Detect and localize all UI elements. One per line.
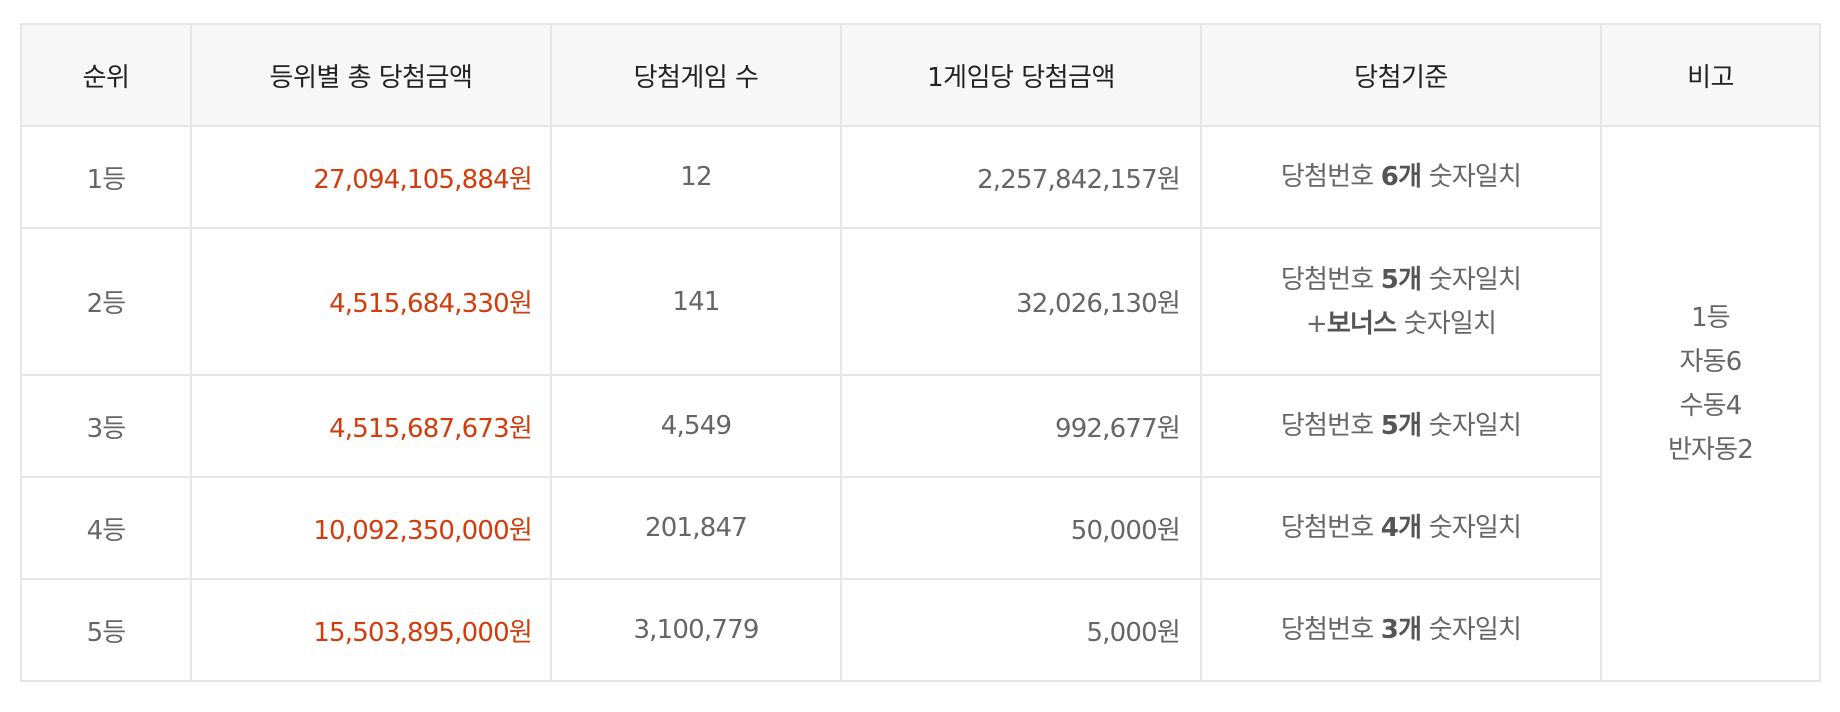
criteria-count: 5개 (1380, 411, 1422, 441)
table-row: 5등 15,503,895,000원 3,100,779 5,000원 당첨번호… (20, 578, 1820, 682)
per-game-amount-cell: 32,026,130원 (840, 227, 1202, 376)
table-body: 1등 27,094,105,884원 12 2,257,842,157원 당첨번… (20, 125, 1821, 682)
criteria-text: + (1305, 308, 1328, 339)
total-amount-cell: 4,515,684,330원 (190, 227, 552, 376)
criteria-bonus-line: +보너스 숫자일치 (1202, 302, 1600, 346)
criteria-text: 숫자일치 (1396, 308, 1497, 339)
criteria-text: 당첨번호 (1280, 162, 1381, 192)
criteria-bonus: 보너스 (1326, 308, 1397, 339)
table-row: 2등 4,515,684,330원 141 32,026,130원 당첨번호 5… (20, 227, 1820, 376)
prize-table: 순위 등위별 총 당첨금액 당첨게임 수 1게임당 당첨금액 당첨기준 비고 1… (20, 23, 1821, 682)
criteria-text: 당첨번호 (1280, 513, 1381, 543)
table-row: 3등 4,515,687,673원 4,549 992,677원 당첨번호 5개… (20, 374, 1820, 478)
rank-cell: 5등 (20, 578, 192, 682)
criteria-text: 숫자일치 (1421, 162, 1522, 192)
per-game-amount-cell: 992,677원 (840, 374, 1202, 478)
remark-cell: 1등 자동6 수동4 반자동2 (1600, 125, 1821, 682)
header-criteria: 당첨기준 (1200, 23, 1602, 127)
remark-line: 수동4 (1679, 390, 1743, 421)
criteria-count: 3개 (1380, 615, 1422, 645)
total-amount-cell: 15,503,895,000원 (190, 578, 552, 682)
table-header: 순위 등위별 총 당첨금액 당첨게임 수 1게임당 당첨금액 당첨기준 비고 (20, 23, 1821, 127)
criteria-text: 당첨번호 (1280, 411, 1381, 441)
per-game-amount-cell: 2,257,842,157원 (840, 125, 1202, 229)
rank-cell: 1등 (20, 125, 192, 229)
header-total-amount: 등위별 총 당첨금액 (190, 23, 552, 127)
remark-line: 1등 (1691, 302, 1731, 333)
remark-line: 반자동2 (1667, 434, 1754, 465)
criteria-cell: 당첨번호 5개 숫자일치 (1200, 374, 1602, 478)
winning-games-cell: 12 (550, 125, 842, 229)
criteria-cell: 당첨번호 6개 숫자일치 (1200, 125, 1602, 229)
header-per-game-amount: 1게임당 당첨금액 (840, 23, 1202, 127)
criteria-line: 당첨번호 5개 숫자일치 (1202, 258, 1600, 302)
winning-games-cell: 3,100,779 (550, 578, 842, 682)
header-row: 순위 등위별 총 당첨금액 당첨게임 수 1게임당 당첨금액 당첨기준 비고 (20, 23, 1821, 127)
total-amount-cell: 10,092,350,000원 (190, 476, 552, 580)
criteria-text: 당첨번호 (1280, 615, 1381, 645)
table-row: 1등 27,094,105,884원 12 2,257,842,157원 당첨번… (20, 125, 1821, 682)
total-amount-cell: 27,094,105,884원 (190, 125, 552, 229)
criteria-cell: 당첨번호 3개 숫자일치 (1200, 578, 1602, 682)
criteria-text: 숫자일치 (1421, 411, 1522, 441)
rank-cell: 2등 (20, 227, 192, 376)
total-amount-cell: 4,515,687,673원 (190, 374, 552, 478)
rank-cell: 4등 (20, 476, 192, 580)
criteria-cell: 당첨번호 5개 숫자일치 +보너스 숫자일치 (1200, 227, 1602, 376)
winning-games-cell: 4,549 (550, 374, 842, 478)
header-rank: 순위 (20, 23, 192, 127)
criteria-text: 당첨번호 (1280, 264, 1381, 295)
table-row: 4등 10,092,350,000원 201,847 50,000원 당첨번호 … (20, 476, 1820, 580)
criteria-count: 4개 (1380, 513, 1422, 543)
per-game-amount-cell: 5,000원 (840, 578, 1202, 682)
winning-games-cell: 201,847 (550, 476, 842, 580)
prize-table-wrapper: 순위 등위별 총 당첨금액 당첨게임 수 1게임당 당첨금액 당첨기준 비고 1… (20, 23, 1821, 682)
rank-cell: 3등 (20, 374, 192, 478)
remark-line: 자동6 (1679, 346, 1743, 377)
criteria-text: 숫자일치 (1421, 615, 1522, 645)
per-game-amount-cell: 50,000원 (840, 476, 1202, 580)
criteria-count: 5개 (1380, 264, 1422, 295)
header-winning-games: 당첨게임 수 (550, 23, 842, 127)
header-remark: 비고 (1600, 23, 1821, 127)
criteria-text: 숫자일치 (1421, 264, 1522, 295)
criteria-count: 6개 (1380, 162, 1422, 192)
criteria-cell: 당첨번호 4개 숫자일치 (1200, 476, 1602, 580)
winning-games-cell: 141 (550, 227, 842, 376)
criteria-text: 숫자일치 (1421, 513, 1522, 543)
